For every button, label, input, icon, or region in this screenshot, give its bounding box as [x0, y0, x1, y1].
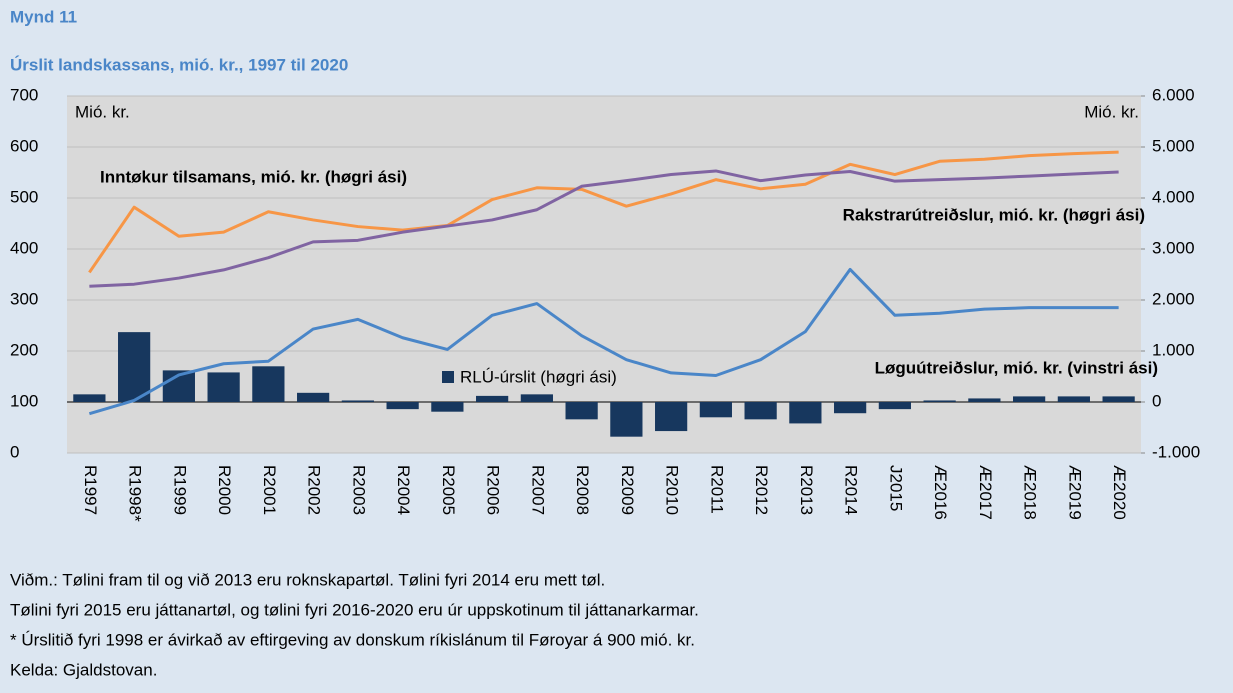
bar: [789, 402, 822, 424]
y2-tick-label: 1.000: [1152, 340, 1195, 359]
x-tick-label: R2001: [260, 465, 279, 515]
y-tick-label: 600: [10, 136, 38, 155]
bar: [118, 332, 151, 402]
x-tick-label: R2013: [797, 465, 816, 515]
bar: [655, 402, 688, 432]
bar: [565, 402, 598, 420]
y-tick-label: 200: [10, 340, 38, 359]
bar: [386, 402, 419, 410]
note: Kelda: Gjaldstovan.: [10, 660, 157, 679]
x-tick-label: R2005: [439, 465, 458, 515]
x-tick-label: R2002: [305, 465, 324, 515]
series-label: Inntøkur tilsamans, mió. kr. (høgri ási): [100, 167, 407, 186]
note: Tølini fyri 2015 eru játtanartøl, og tøl…: [10, 600, 699, 619]
y2-tick-label: -1.000: [1152, 442, 1200, 461]
x-tick-label: J2015: [886, 465, 905, 511]
y-tick-label: 700: [10, 85, 38, 104]
bar: [520, 394, 553, 402]
series-label: Rakstrarútreiðslur, mió. kr. (høgri ási): [843, 205, 1145, 224]
y2-tick-label: 0: [1152, 391, 1161, 410]
y-tick-label: 300: [10, 289, 38, 308]
line: [89, 169, 1119, 288]
x-tick-label: R2010: [663, 465, 682, 515]
x-tick-label: Æ2018: [1021, 465, 1040, 520]
x-tick-label: Æ2019: [1065, 465, 1084, 520]
bar: [476, 395, 509, 402]
x-tick-label: R2006: [484, 465, 503, 515]
x-tick-label: R1997: [81, 465, 100, 515]
bar: [252, 366, 285, 402]
bar: [341, 400, 374, 402]
x-tick-label: Æ2020: [1110, 465, 1129, 520]
bar: [610, 402, 643, 437]
bar: [923, 400, 956, 402]
y-tick-label: 400: [10, 238, 38, 257]
note: Viðm.: Tølini fram til og við 2013 eru r…: [10, 570, 605, 589]
x-tick-label: R1999: [170, 465, 189, 515]
y2-tick-label: 2.000: [1152, 289, 1195, 308]
bar: [73, 394, 106, 402]
y-axis-label: Mió. kr.: [75, 102, 130, 121]
x-tick-label: R2012: [752, 465, 771, 515]
x-tick-label: R2014: [842, 465, 861, 515]
bar: [744, 402, 777, 420]
bar: [1102, 396, 1135, 402]
y2-axis-label: Mió. kr.: [1084, 102, 1139, 121]
y-tick-label: 500: [10, 187, 38, 206]
bar: [1057, 396, 1090, 402]
bar: [834, 402, 867, 414]
figure-label: Mynd 11: [10, 7, 77, 26]
bar: [431, 402, 464, 412]
x-tick-label: R2007: [528, 465, 547, 515]
bar: [207, 372, 240, 402]
bar: [1013, 396, 1046, 402]
legend-label: RLÚ-úrslit (høgri ási): [460, 367, 617, 386]
x-tick-label: R2000: [215, 465, 234, 515]
x-tick-label: R1998*: [126, 465, 145, 522]
bar: [878, 402, 911, 410]
legend-swatch: [442, 371, 454, 383]
note: * Úrslitið fyri 1998 er ávirkað av eftir…: [10, 630, 695, 649]
x-tick-label: R2011: [707, 465, 726, 514]
x-tick-label: Æ2017: [976, 465, 995, 520]
plot-area: [67, 96, 1141, 453]
x-tick-label: R2004: [394, 465, 413, 515]
y2-tick-label: 6.000: [1152, 85, 1195, 104]
x-tick-label: Æ2016: [931, 465, 950, 520]
bar: [699, 402, 732, 418]
x-tick-label: R2008: [573, 465, 592, 515]
y2-tick-label: 4.000: [1152, 187, 1195, 206]
x-tick-label: R2009: [618, 465, 637, 515]
y2-tick-label: 5.000: [1152, 136, 1195, 155]
bar: [968, 398, 1001, 402]
bar: [297, 392, 330, 402]
line: [88, 267, 1119, 416]
y2-tick-label: 3.000: [1152, 238, 1195, 257]
x-tick-label: R2003: [349, 465, 368, 515]
y-tick-label: 100: [10, 391, 38, 410]
line: [88, 150, 1119, 274]
series-label: Løguútreiðslur, mió. kr. (vinstri ási): [875, 358, 1158, 377]
chart-title: Úrslit landskassans, mió. kr., 1997 til …: [10, 55, 348, 74]
y-tick-label: 0: [10, 442, 19, 461]
